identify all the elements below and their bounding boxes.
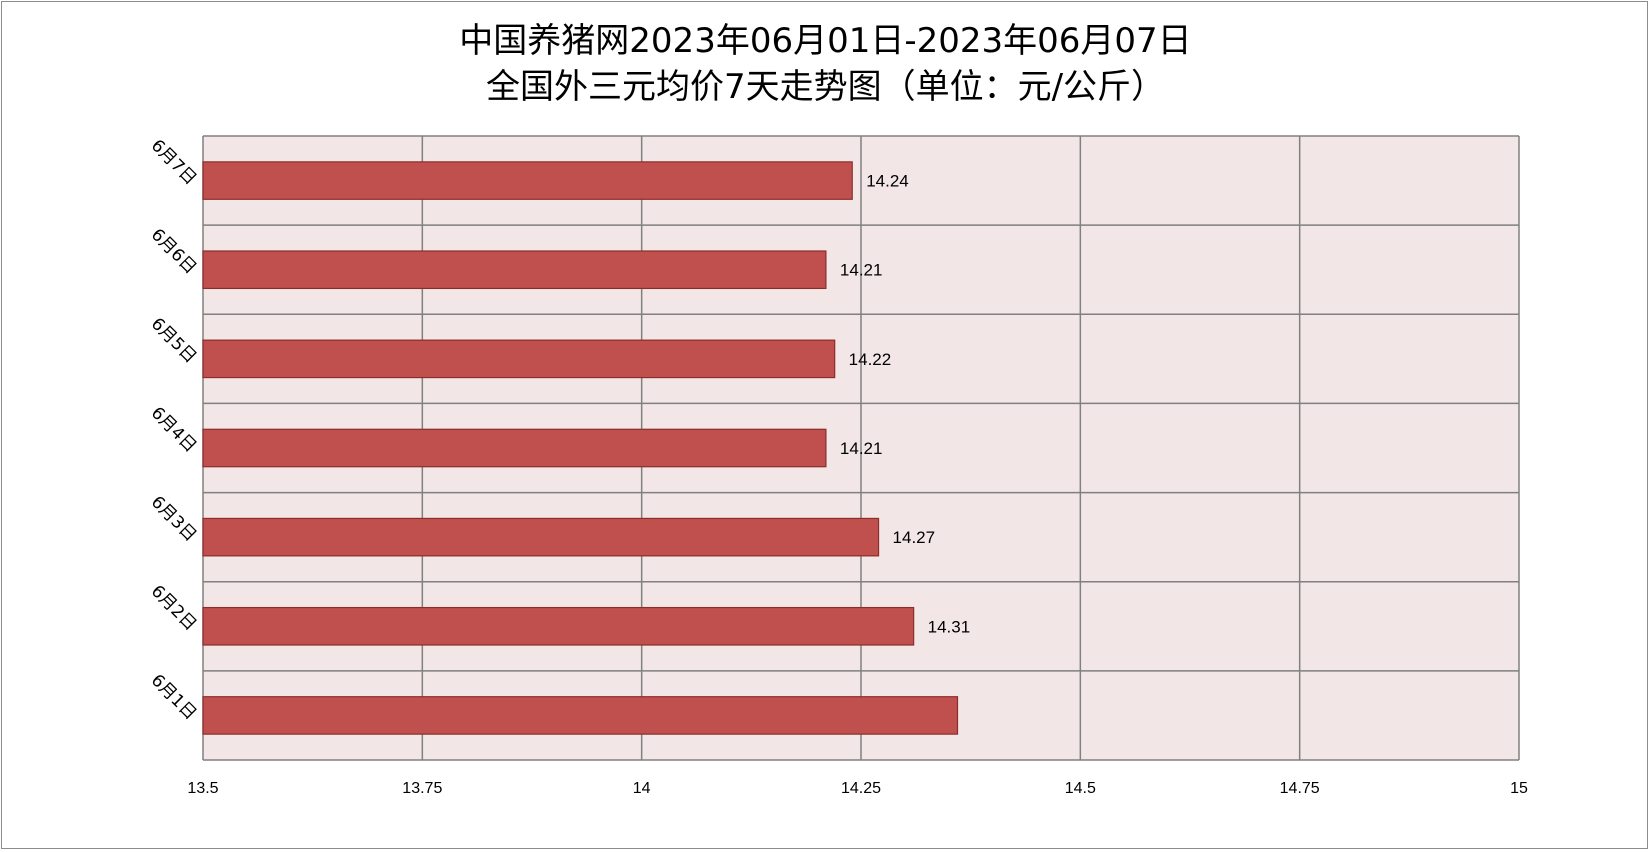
- y-category-label: 6月6日: [147, 225, 200, 278]
- bar: [202, 517, 880, 557]
- x-tick-label: 14.75: [1280, 780, 1320, 797]
- chart-title: 中国养猪网2023年06月01日-2023年06月07日 全国外三元均价7天走势…: [0, 18, 1651, 110]
- y-category-label: 6月1日: [147, 671, 200, 724]
- bar: [202, 250, 827, 290]
- y-category-label: 6月5日: [147, 314, 200, 367]
- chart-title-line2: 全国外三元均价7天走势图（单位：元/公斤）: [485, 67, 1166, 107]
- chart-title-line1: 中国养猪网2023年06月01日-2023年06月07日: [459, 21, 1192, 61]
- bar: [202, 696, 959, 735]
- data-label: 14.22: [849, 350, 892, 369]
- y-category-label: 6月2日: [147, 581, 200, 634]
- x-tick-label: 13.75: [402, 780, 442, 797]
- bar: [202, 161, 853, 200]
- bar: [202, 339, 836, 379]
- x-tick-label: 13.5: [187, 780, 218, 797]
- bar: [202, 428, 827, 468]
- data-label: 14.31: [928, 617, 971, 636]
- data-label: 14.21: [840, 261, 883, 280]
- data-label: 14.27: [893, 528, 936, 547]
- bar: [202, 606, 915, 646]
- y-category-label: 6月4日: [147, 403, 200, 456]
- x-tick-label: 14.25: [841, 780, 881, 797]
- data-label: 14.24: [866, 172, 909, 191]
- x-tick-label: 14.5: [1065, 780, 1096, 797]
- x-tick-label: 15: [1510, 780, 1528, 797]
- data-label: 14.21: [840, 439, 883, 458]
- y-category-label: 6月7日: [147, 136, 200, 189]
- x-tick-label: 14: [633, 780, 651, 797]
- y-category-label: 6月3日: [147, 492, 200, 545]
